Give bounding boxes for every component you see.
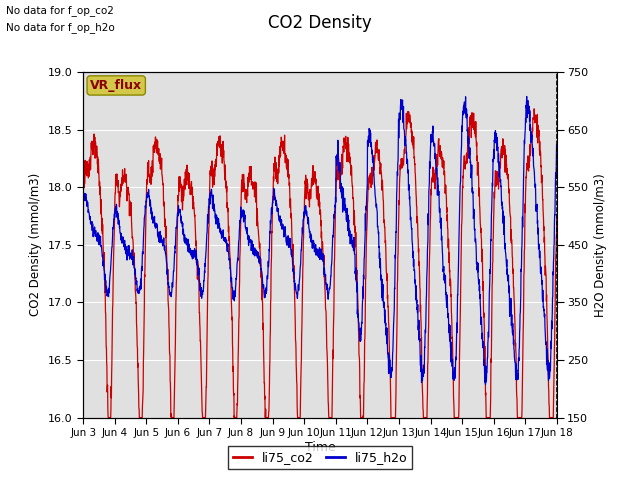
li75_co2 [104, 384, 111, 389]
li75_h2o [310, 238, 317, 243]
Text: No data for f_op_h2o: No data for f_op_h2o [6, 22, 115, 33]
li75_co2 [553, 211, 561, 217]
li75_h2o [104, 293, 111, 299]
Legend: li75_co2, li75_h2o: li75_co2, li75_h2o [228, 446, 412, 469]
li75_co2 [540, 211, 547, 217]
li75_co2 [79, 203, 87, 208]
Text: No data for f_op_co2: No data for f_op_co2 [6, 5, 115, 16]
Text: CO2 Density: CO2 Density [268, 14, 372, 33]
Y-axis label: H2O Density (mmol/m3): H2O Density (mmol/m3) [594, 173, 607, 317]
Y-axis label: CO2 Density (mmol/m3): CO2 Density (mmol/m3) [29, 173, 42, 316]
X-axis label: Time: Time [305, 441, 335, 454]
Line: li75_h2o: li75_h2o [83, 96, 557, 384]
li75_h2o [297, 251, 305, 257]
Line: li75_co2: li75_co2 [83, 109, 557, 418]
li75_h2o [523, 94, 531, 99]
li75_co2 [540, 217, 547, 223]
li75_h2o [553, 149, 561, 155]
li75_h2o [482, 382, 490, 387]
li75_h2o [452, 357, 460, 363]
li75_co2 [530, 106, 538, 112]
li75_co2 [298, 363, 305, 369]
li75_co2 [104, 415, 112, 420]
li75_co2 [310, 180, 317, 185]
li75_co2 [452, 415, 460, 420]
li75_h2o [79, 203, 87, 208]
Text: VR_flux: VR_flux [90, 79, 142, 92]
li75_h2o [540, 303, 547, 309]
li75_h2o [540, 305, 547, 311]
